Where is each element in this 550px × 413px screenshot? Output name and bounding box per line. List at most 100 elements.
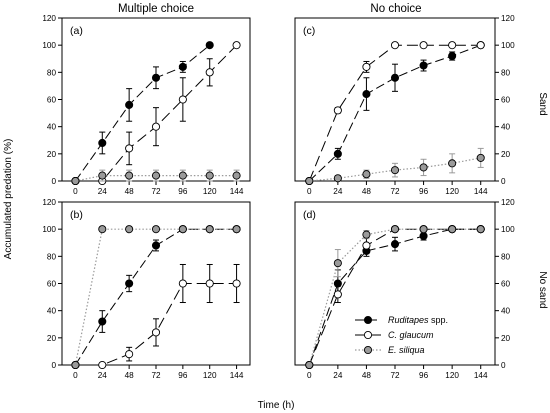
data-point (98, 225, 107, 234)
data-point (178, 225, 187, 234)
panel-c: 0 24 48 72 96 120 144 0 20 40 60 80 100 120 (c) (294, 14, 515, 196)
x-tick-label: 0 (73, 187, 78, 196)
data-point (205, 41, 214, 50)
data-point (98, 360, 107, 370)
legend-label-italic: E. siliqua (388, 345, 425, 355)
data-point (151, 73, 161, 82)
data-point (178, 279, 187, 288)
series-c-glaucum (71, 263, 241, 370)
data-point (333, 149, 342, 158)
data-point (71, 360, 80, 370)
data-point (390, 41, 400, 50)
data-point (390, 166, 400, 175)
data-point (125, 279, 134, 288)
data-point (205, 279, 214, 288)
y-tick-label: 0 (501, 177, 506, 186)
legend-label-italic: Ruditapes (388, 315, 429, 325)
data-point (448, 159, 457, 168)
x-tick-label: 24 (333, 187, 343, 196)
x-tick-label: 0 (307, 371, 312, 380)
data-point (333, 106, 342, 115)
legend-item-e-siliqua: E. siliqua (355, 345, 425, 355)
y-tick-label: 120 (501, 14, 515, 23)
data-point (178, 171, 187, 180)
panel-label: (d) (303, 209, 316, 221)
data-point (419, 41, 428, 50)
series-e-siliqua (305, 147, 485, 186)
data-point (125, 350, 134, 359)
y-tick-label: 40 (47, 123, 57, 132)
x-tick-label: 48 (125, 187, 135, 196)
series-e-siliqua (305, 225, 485, 370)
series-ruditapes (71, 41, 214, 186)
right-label-sand: Sand (537, 92, 548, 115)
legend-item-c-glaucum: C. glaucum (355, 330, 434, 340)
data-point (419, 231, 428, 241)
data-point (125, 144, 134, 153)
x-tick-label: 96 (178, 371, 188, 380)
x-tick-label: 144 (230, 371, 244, 380)
data-point (419, 61, 428, 70)
data-point (151, 328, 161, 337)
data-point (205, 68, 214, 77)
x-tick-label: 96 (178, 187, 188, 196)
y-tick-label: 60 (501, 96, 511, 105)
data-point (125, 100, 134, 109)
data-point (232, 225, 241, 234)
y-tick-label: 100 (501, 225, 515, 234)
x-tick-label: 0 (73, 371, 78, 380)
column-title-multiple-choice: Multiple choice (118, 3, 194, 15)
series-ruditapes (71, 225, 241, 370)
x-tick-label: 24 (98, 187, 108, 196)
y-tick-label: 100 (42, 225, 56, 234)
data-point (151, 225, 161, 234)
data-point (362, 90, 371, 99)
data-point (305, 360, 314, 370)
y-tick-label: 60 (47, 280, 57, 289)
data-point (232, 171, 241, 180)
data-point (362, 230, 371, 239)
y-tick-label: 20 (501, 150, 511, 159)
right-label-no-sand: No sand (537, 271, 548, 308)
data-point (232, 41, 241, 50)
x-tick-label: 96 (419, 371, 429, 380)
x-tick-label: 48 (362, 187, 372, 196)
y-tick-label: 80 (501, 252, 511, 261)
data-point (476, 41, 485, 50)
x-tick-label: 0 (307, 187, 312, 196)
x-tick-label: 120 (445, 187, 459, 196)
data-point (178, 95, 187, 104)
data-point (476, 225, 485, 234)
series-e-siliqua (71, 169, 241, 186)
x-tick-label: 144 (474, 371, 488, 380)
data-point (205, 225, 214, 234)
y-tick-label: 0 (51, 177, 56, 186)
x-tick-label: 120 (203, 371, 217, 380)
legend-item-ruditapes: Ruditapes spp. (355, 315, 448, 325)
x-tick-label: 120 (203, 187, 217, 196)
series-c-glaucum (71, 41, 241, 186)
legend-label: Ruditapes spp. (388, 315, 448, 325)
data-point (125, 225, 134, 234)
series-line (74, 44, 211, 182)
data-point (419, 225, 428, 234)
data-point (390, 240, 400, 249)
x-tick-label: 24 (98, 371, 108, 380)
x-tick-label: 96 (419, 187, 429, 196)
y-tick-label: 120 (42, 14, 56, 23)
panel-label: (a) (70, 25, 83, 37)
y-tick-label: 100 (42, 41, 56, 50)
y-tick-label: 0 (501, 361, 506, 370)
y-tick-label: 20 (47, 334, 57, 343)
y-tick-label: 20 (501, 334, 511, 343)
panels-group: 0 24 48 72 96 120 144 0 20 40 60 80 100 120 (a) 0 24 48 72… (42, 14, 515, 380)
legend-label: C. glaucum (388, 330, 434, 340)
y-tick-label: 80 (501, 68, 511, 77)
y-tick-label: 20 (47, 150, 57, 159)
y-tick-label: 40 (501, 307, 511, 316)
data-point (98, 317, 107, 326)
series-e-siliqua (71, 225, 241, 370)
legend: Ruditapes spp. C. glaucum E. siliqua (355, 315, 448, 355)
data-point (448, 51, 457, 61)
panel-label: (c) (303, 25, 315, 37)
